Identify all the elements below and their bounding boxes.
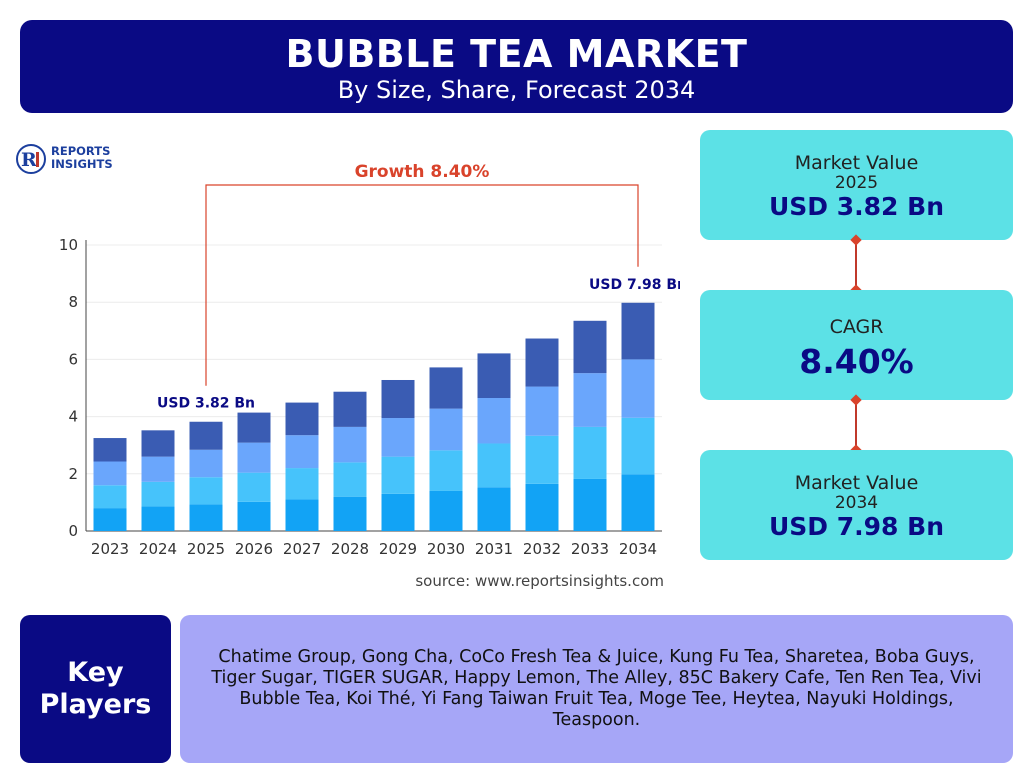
bar-segment bbox=[285, 402, 319, 436]
bar-segment bbox=[525, 338, 559, 387]
page-subtitle: By Size, Share, Forecast 2034 bbox=[337, 76, 696, 104]
bar-segment bbox=[429, 490, 463, 531]
kpi-value: USD 7.98 Bn bbox=[769, 512, 944, 541]
bar-segment bbox=[621, 302, 655, 360]
kpi-year: 2034 bbox=[834, 493, 879, 513]
kpi-label: Market Value bbox=[794, 472, 919, 494]
y-tick-label: 4 bbox=[68, 408, 78, 426]
bar-segment bbox=[621, 474, 655, 531]
market-bar-chart: 0 2 4 6 8 10 2023 2024 2025 2026 2027 2028 2029 2030 2… bbox=[59, 162, 680, 558]
bar-segment bbox=[477, 487, 511, 531]
kpi-year: 2025 bbox=[834, 173, 879, 193]
x-tick-label: 2032 bbox=[523, 540, 561, 558]
bar-segment bbox=[477, 353, 511, 399]
key-players-label: Key Players bbox=[39, 657, 152, 720]
y-tick-label: 2 bbox=[68, 465, 78, 483]
y-tick-label: 10 bbox=[59, 236, 78, 254]
x-tick-label: 2025 bbox=[187, 540, 225, 558]
bar-segment bbox=[477, 443, 511, 488]
bar-segment bbox=[285, 468, 319, 500]
kpi-cagr: CAGR 8.40% bbox=[700, 290, 1013, 400]
connector-line-top bbox=[855, 240, 857, 290]
annotation-start-value: USD 3.82 Bn bbox=[157, 396, 255, 412]
bar-segment bbox=[381, 493, 415, 531]
logo-line-2: INSIGHTS bbox=[51, 157, 113, 171]
bar-segment bbox=[93, 461, 127, 486]
growth-bracket bbox=[205, 184, 639, 386]
connector-line-bottom bbox=[855, 400, 857, 450]
annotation-end-value: USD 7.98 Bn bbox=[589, 277, 680, 293]
bar-segment bbox=[381, 379, 415, 419]
y-tick-label: 6 bbox=[68, 350, 78, 368]
bar-segment bbox=[333, 496, 367, 531]
bar-segment bbox=[333, 391, 367, 427]
bar-segment bbox=[237, 501, 271, 531]
y-tick-label: 8 bbox=[68, 293, 78, 311]
kpi-value: USD 3.82 Bn bbox=[769, 192, 944, 221]
bar-segment bbox=[141, 430, 175, 457]
bar-segment bbox=[573, 320, 607, 374]
kpi-market-value-2034: Market Value 2034 USD 7.98 Bn bbox=[700, 450, 1013, 560]
bar-segment bbox=[429, 408, 463, 451]
kpi-market-value-2025: Market Value 2025 USD 3.82 Bn bbox=[700, 130, 1013, 240]
bar-segment bbox=[573, 478, 607, 531]
bar-segment bbox=[333, 462, 367, 497]
x-tick-label: 2026 bbox=[235, 540, 273, 558]
key-players-list-box: Chatime Group, Gong Cha, CoCo Fresh Tea … bbox=[180, 615, 1013, 763]
bar-segment bbox=[429, 450, 463, 491]
bar-segment bbox=[141, 481, 175, 507]
page-title: BUBBLE TEA MARKET bbox=[285, 32, 748, 76]
bar-segment bbox=[237, 412, 271, 443]
bar-segment bbox=[285, 435, 319, 469]
bar-segment bbox=[189, 449, 223, 478]
bar-segment bbox=[333, 426, 367, 463]
bar-segment bbox=[573, 426, 607, 479]
bar-segment bbox=[93, 438, 127, 462]
bar-segment bbox=[381, 456, 415, 494]
kpi-label: CAGR bbox=[829, 316, 884, 338]
source-note: source: www.reportsinsights.com bbox=[415, 572, 664, 590]
bar-segment bbox=[93, 508, 127, 531]
bar-segment bbox=[141, 456, 175, 482]
logo-mark-icon: R bbox=[16, 144, 46, 174]
x-tick-label: 2030 bbox=[427, 540, 465, 558]
y-tick-label: 0 bbox=[68, 522, 78, 540]
header-banner: BUBBLE TEA MARKET By Size, Share, Foreca… bbox=[20, 20, 1013, 113]
kpi-label: Market Value bbox=[794, 152, 919, 174]
x-tick-label: 2028 bbox=[331, 540, 369, 558]
bar-segment bbox=[189, 504, 223, 531]
bar-segment bbox=[477, 398, 511, 444]
x-tick-label: 2023 bbox=[91, 540, 129, 558]
bar-segment bbox=[189, 421, 223, 450]
bar-segment bbox=[141, 506, 175, 531]
bar-segment bbox=[189, 477, 223, 505]
svg-text:R: R bbox=[21, 149, 37, 171]
bar-segment bbox=[237, 472, 271, 502]
bar-segment bbox=[525, 483, 559, 531]
kpi-value: 8.40% bbox=[799, 342, 914, 381]
bar-segment bbox=[429, 367, 463, 409]
bar-segment bbox=[381, 418, 415, 457]
growth-label: Growth 8.40% bbox=[355, 162, 490, 182]
bar-segment bbox=[237, 442, 271, 473]
x-tick-label: 2034 bbox=[619, 540, 657, 558]
x-tick-label: 2033 bbox=[571, 540, 609, 558]
x-tick-label: 2024 bbox=[139, 540, 177, 558]
bar-segment bbox=[621, 417, 655, 475]
key-players-label-box: Key Players bbox=[20, 615, 171, 763]
bar-segment bbox=[525, 435, 559, 484]
key-players-list: Chatime Group, Gong Cha, CoCo Fresh Tea … bbox=[211, 647, 982, 730]
bar-segment bbox=[573, 373, 607, 427]
x-tick-label: 2029 bbox=[379, 540, 417, 558]
x-tick-label: 2027 bbox=[283, 540, 321, 558]
x-tick-label: 2031 bbox=[475, 540, 513, 558]
bar-segment bbox=[285, 499, 319, 531]
logo-line-1: REPORTS bbox=[51, 144, 111, 158]
bar-segment bbox=[525, 386, 559, 436]
bar-segment bbox=[621, 359, 655, 418]
logo-text: REPORTS INSIGHTS bbox=[51, 145, 113, 171]
bar-segment bbox=[93, 485, 127, 509]
